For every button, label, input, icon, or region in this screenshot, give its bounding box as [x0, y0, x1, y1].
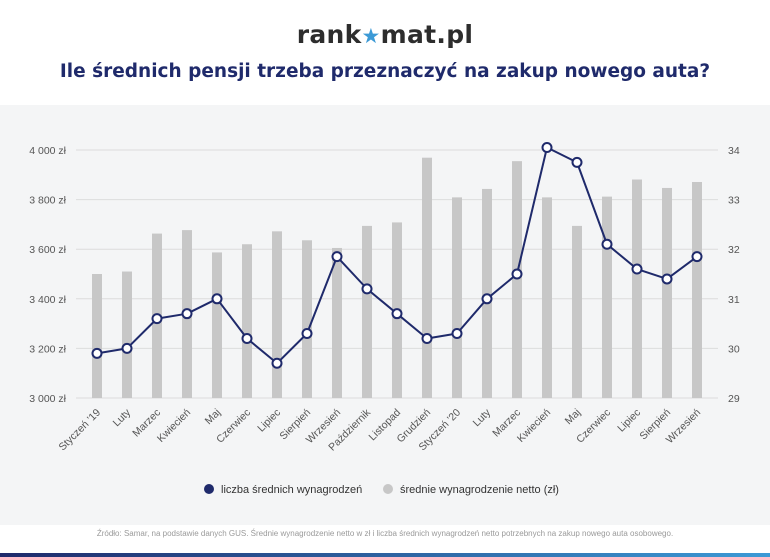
line-point [451, 328, 463, 340]
bar [632, 179, 642, 398]
bar [542, 197, 552, 398]
logo-text-right: mat.pl [380, 20, 474, 49]
y-left-tick-label: 3 000 zł [29, 393, 66, 405]
bar [422, 157, 432, 398]
line-point [691, 251, 703, 263]
x-tick-label: Luty [111, 406, 134, 429]
line-point [91, 347, 103, 359]
y-right-tick-label: 29 [728, 393, 740, 405]
y-left-tick-label: 3 800 zł [29, 195, 66, 207]
line-point [511, 268, 523, 280]
line-point [631, 263, 643, 275]
line-point [151, 313, 163, 325]
bar [572, 225, 582, 398]
line-point [121, 342, 133, 354]
y-right-tick-label: 33 [728, 195, 740, 207]
x-tick-label: Luty [471, 406, 494, 429]
bar [662, 187, 672, 398]
y-right-tick-label: 31 [728, 294, 740, 306]
x-tick-label: Kwiecień [515, 407, 553, 445]
line-point [481, 293, 493, 305]
line-point [211, 293, 223, 305]
x-tick-label: Lipiec [255, 407, 283, 435]
legend-marker-line [204, 484, 214, 494]
x-tick-label: Lipiec [615, 407, 643, 435]
brand-logo: rank★mat.pl [0, 20, 770, 49]
y-left-tick-label: 4 000 zł [29, 145, 66, 157]
line-point [391, 308, 403, 320]
y-left-tick-label: 3 200 zł [29, 343, 66, 355]
y-left-tick-label: 3 400 zł [29, 294, 66, 306]
y-right-tick-label: 30 [728, 343, 740, 355]
bar [272, 231, 282, 398]
logo-text-left: rank [296, 20, 362, 49]
y-left-tick-label: 3 600 zł [29, 244, 66, 256]
line-point [541, 142, 553, 154]
bar [512, 161, 522, 398]
line-point [271, 357, 283, 369]
x-tick-label: Styczeń '19 [56, 407, 103, 454]
line-point [331, 251, 343, 263]
bottom-accent-bar [0, 553, 770, 557]
star-icon: ★ [361, 24, 381, 48]
x-tick-label: Maj [203, 407, 223, 427]
bar [602, 196, 612, 398]
line-point [421, 332, 433, 344]
bar [92, 274, 102, 398]
x-tick-label: Maj [563, 407, 583, 427]
bar [692, 181, 702, 398]
x-tick-label: Kwiecień [155, 407, 193, 445]
y-right-tick-label: 34 [728, 145, 740, 157]
line-point [241, 332, 253, 344]
line-point [361, 283, 373, 295]
legend-label-bar: średnie wynagrodzenie netto (zł) [400, 484, 559, 496]
line-point [571, 156, 583, 168]
y-right-tick-label: 32 [728, 244, 740, 256]
bar [122, 271, 132, 398]
chart-title: Ile średnich pensji trzeba przeznaczyć n… [59, 61, 711, 82]
line-point [661, 273, 673, 285]
legend-label-line: liczba średnich wynagrodzeń [221, 484, 362, 496]
line-point [181, 308, 193, 320]
bar [332, 247, 342, 398]
bar [302, 240, 312, 398]
bar [452, 197, 462, 398]
legend-marker-bar [383, 484, 393, 494]
source-note: Źródło: Samar, na podstawie danych GUS. … [96, 529, 674, 538]
combo-chart: 3 000 zł 3 200 zł 3 400 zł 3 600 zł 3 800 zł… [29, 142, 740, 496]
bar [362, 225, 372, 398]
bar [212, 252, 222, 398]
line-point [301, 328, 313, 340]
line-point [601, 238, 613, 250]
bar [242, 244, 252, 398]
